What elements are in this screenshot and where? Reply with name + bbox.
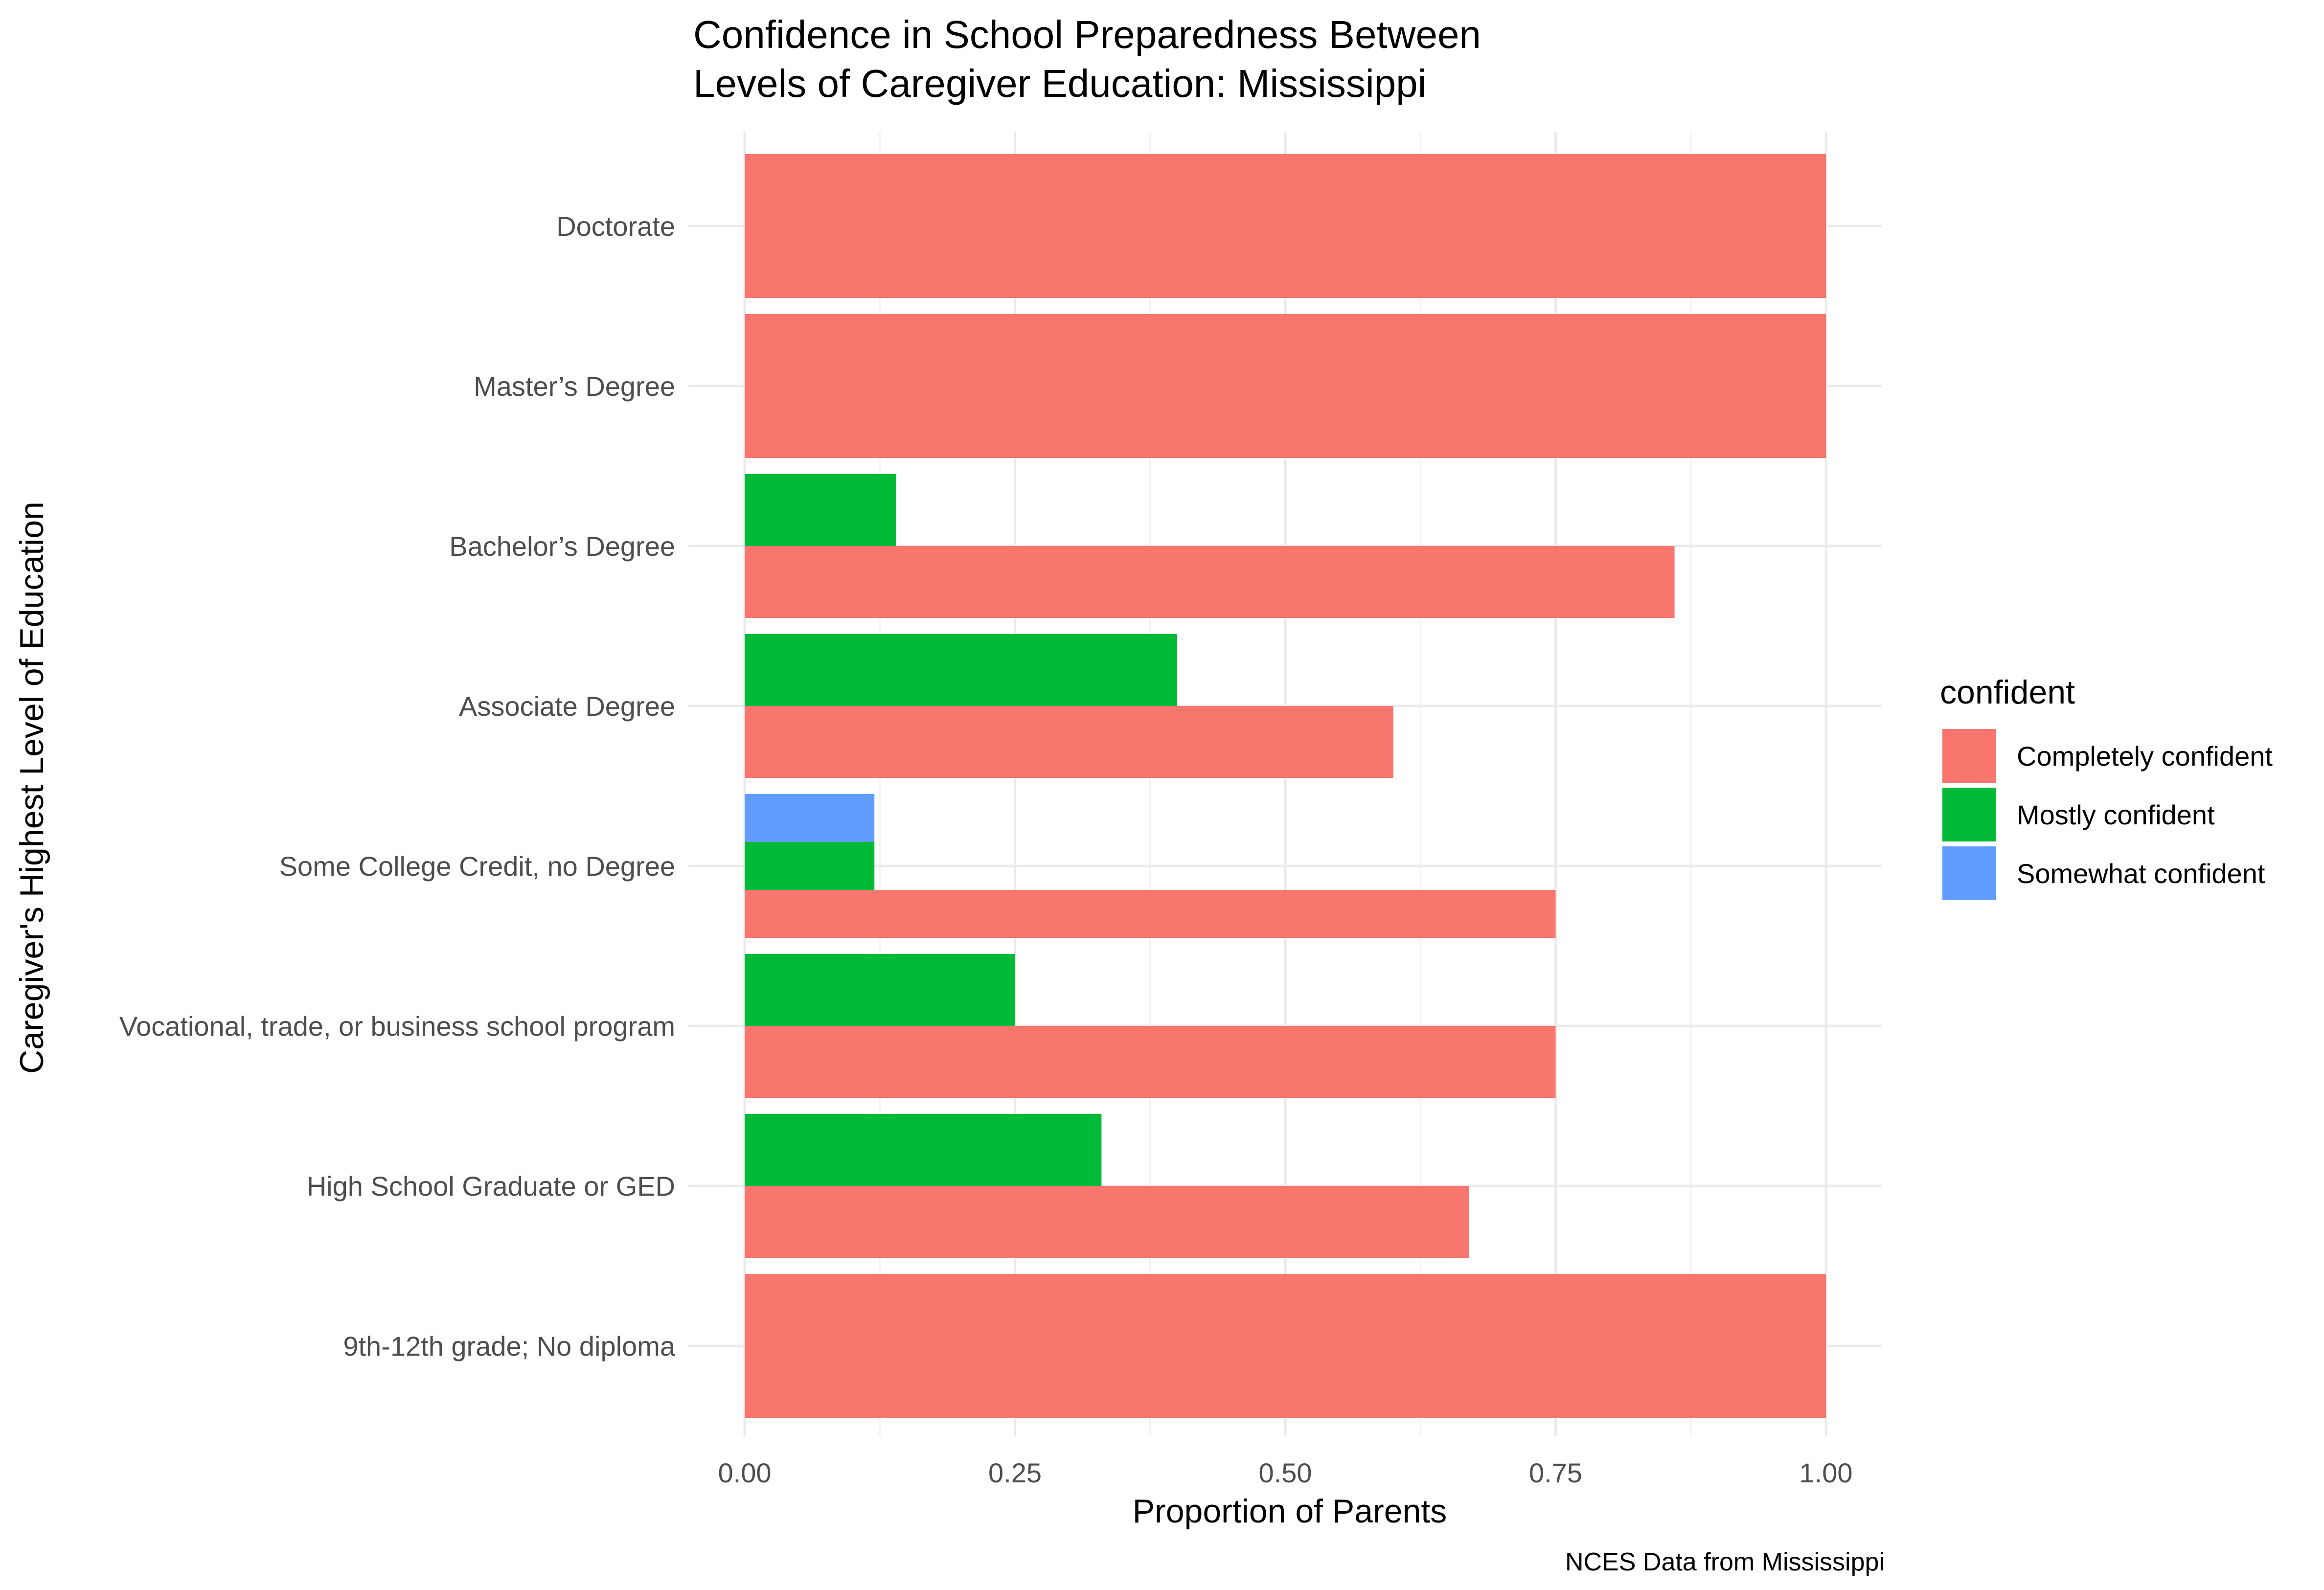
y-axis-title: Caregiver's Highest Level of Education xyxy=(13,501,50,1074)
y-tick-label: Vocational, trade, or business school pr… xyxy=(119,1011,675,1042)
bar-completely-confident-3 xyxy=(745,706,1393,778)
x-axis-title: Proportion of Parents xyxy=(1133,1493,1447,1530)
legend-key-mostly-confident xyxy=(1942,788,1996,841)
y-tick-labels: Doctorate Master’s Degree Bachelor’s Degre… xyxy=(119,211,676,1362)
legend-title: confident xyxy=(1940,674,2075,711)
bar-mostly-confident-3 xyxy=(745,634,1177,706)
y-tick-label: 9th-12th grade; No diploma xyxy=(343,1331,676,1362)
bar-mostly-confident-4 xyxy=(745,842,875,890)
bar-mostly-confident-6 xyxy=(745,1114,1102,1186)
bar-completely-confident-4 xyxy=(745,890,1556,938)
y-tick-label: Bachelor’s Degree xyxy=(449,531,675,562)
legend: confident Completely confident Mostly co… xyxy=(1940,674,2273,900)
bar-completely-confident-1 xyxy=(745,314,1826,458)
x-tick-labels: 0.00 0.25 0.50 0.75 1.00 xyxy=(718,1457,1853,1488)
x-tick-label: 0.00 xyxy=(718,1457,772,1488)
bars xyxy=(745,154,1826,1418)
x-tick-label: 0.75 xyxy=(1529,1457,1582,1488)
bar-mostly-confident-5 xyxy=(745,954,1015,1026)
caption: NCES Data from Mississippi xyxy=(1565,1548,1885,1576)
x-tick-label: 0.25 xyxy=(988,1457,1042,1488)
bar-completely-confident-7 xyxy=(745,1274,1826,1418)
x-tick-label: 1.00 xyxy=(1800,1457,1853,1488)
bar-completely-confident-2 xyxy=(745,546,1675,618)
y-tick-label: Doctorate xyxy=(556,211,675,242)
legend-label-mostly-confident: Mostly confident xyxy=(2017,799,2215,830)
legend-key-completely-confident xyxy=(1942,729,1996,783)
bar-mostly-confident-2 xyxy=(745,474,896,546)
legend-label-completely-confident: Completely confident xyxy=(2017,741,2273,772)
bar-completely-confident-6 xyxy=(745,1186,1469,1258)
x-tick-label: 0.50 xyxy=(1259,1457,1312,1488)
legend-key-somewhat-confident xyxy=(1942,846,1996,900)
bar-completely-confident-0 xyxy=(745,154,1826,298)
bar-somewhat-confident-4 xyxy=(745,794,875,842)
legend-label-somewhat-confident: Somewhat confident xyxy=(2017,858,2265,889)
bar-completely-confident-5 xyxy=(745,1026,1556,1098)
chart-title-line-2: Levels of Caregiver Education: Mississip… xyxy=(693,62,1426,105)
y-tick-label: High School Graduate or GED xyxy=(307,1171,675,1202)
y-tick-label: Some College Credit, no Degree xyxy=(279,851,675,882)
chart-title-line-1: Confidence in School Preparedness Betwee… xyxy=(693,13,1481,56)
y-tick-label: Associate Degree xyxy=(459,691,675,722)
y-tick-label: Master’s Degree xyxy=(474,371,675,402)
